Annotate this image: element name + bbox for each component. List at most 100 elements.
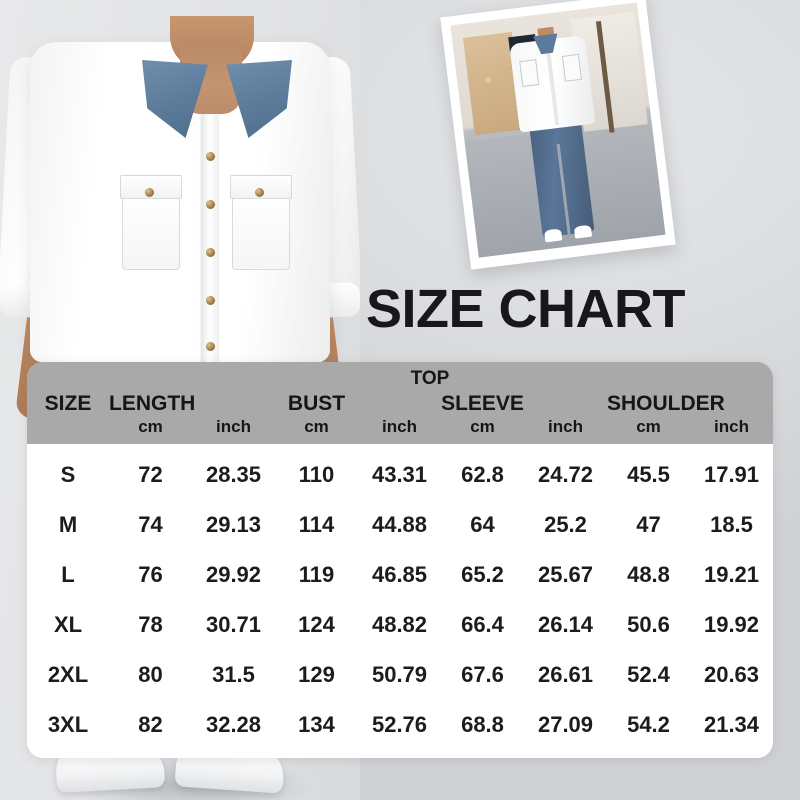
cell-group-bust: 114 44.88: [275, 512, 441, 538]
cell-group-length: 76 29.92: [109, 562, 275, 588]
shirt-button: [206, 296, 215, 305]
size-chart-table: TOP SIZE LENGTH BUST SLEEVE SHOULDER: [27, 362, 773, 758]
cell-group-length: 74 29.13: [109, 512, 275, 538]
cell-bust-cm: 134: [298, 711, 335, 737]
cell-group-shoulder: 48.8 19.21: [607, 562, 773, 588]
cell-length-cm: 82: [138, 711, 163, 737]
cell-group-length: 80 31.5: [109, 662, 275, 688]
unit-bust-inch: inch: [382, 416, 417, 436]
column-header-length: LENGTH: [109, 392, 275, 416]
inset-photo-frame: [440, 0, 676, 270]
cell-bust-inch: 43.31: [371, 461, 428, 487]
cell-shoulder-inch: 21.34: [703, 711, 760, 737]
pocket-flap: [120, 175, 182, 199]
pocket-button: [145, 188, 154, 197]
column-header-sleeve-label: SLEEVE: [441, 391, 524, 415]
cell-group-sleeve: 62.8 24.72: [441, 462, 607, 488]
inset-left-sneaker: [543, 228, 562, 243]
cell-length-inch: 28.35: [205, 461, 262, 487]
cell-group-sleeve: 66.4 26.14: [441, 612, 607, 638]
cell-bust-inch: 46.85: [371, 561, 428, 587]
cell-bust-cm: 114: [298, 511, 335, 537]
shirt-button: [206, 152, 215, 161]
cell-shoulder-inch: 18.5: [710, 511, 753, 537]
cell-length-cm: 74: [138, 511, 163, 537]
pocket-button: [255, 188, 264, 197]
cell-sleeve-cm: 66.4: [461, 611, 504, 637]
table-row: M 74 29.13 114 44.88 64 25.2 47 18.5: [27, 500, 773, 550]
cell-sleeve-cm: 62.8: [461, 461, 504, 487]
cell-group-bust: 129 50.79: [275, 662, 441, 688]
cell-sleeve-inch: 27.09: [537, 711, 594, 737]
cell-shoulder-cm: 52.4: [627, 661, 670, 687]
table-unit-row: cm inch cm inch cm inch cm inch: [27, 416, 773, 437]
unit-group-sleeve: cm inch: [441, 416, 607, 437]
unit-length-inch: inch: [216, 416, 251, 436]
cell-shoulder-cm: 48.8: [627, 561, 670, 587]
cell-group-length: 72 28.35: [109, 462, 275, 488]
cell-group-shoulder: 54.2 21.34: [607, 712, 773, 738]
cell-size: S: [60, 461, 76, 487]
cell-bust-inch: 48.82: [371, 611, 428, 637]
cell-bust-inch: 50.79: [371, 661, 428, 687]
unit-length-cm: cm: [138, 416, 163, 436]
cell-group-bust: 119 46.85: [275, 562, 441, 588]
shirt-button: [206, 248, 215, 257]
shirt-placket: [202, 114, 219, 414]
cell-shoulder-cm: 50.6: [627, 611, 670, 637]
cell-shoulder-cm: 45.5: [627, 461, 670, 487]
column-header-size: SIZE: [44, 391, 92, 415]
cell-bust-cm: 129: [298, 661, 335, 687]
cell-bust-cm: 124: [298, 611, 335, 637]
cell-sleeve-inch: 24.72: [537, 461, 594, 487]
cell-sleeve-inch: 26.61: [537, 661, 594, 687]
cell-group-length: 82 32.28: [109, 712, 275, 738]
cell-shoulder-cm: 47: [636, 511, 661, 537]
cell-length-cm: 78: [138, 611, 163, 637]
cell-group-sleeve: 68.8 27.09: [441, 712, 607, 738]
inset-chest-pocket-left: [519, 59, 540, 87]
column-header-bust-label: BUST: [287, 391, 346, 415]
cell-size: 3XL: [47, 711, 89, 737]
unit-spacer: [27, 426, 109, 427]
table-row: 3XL 82 32.28 134 52.76 68.8 27.09 54.2 2…: [27, 700, 773, 750]
cell-group-shoulder: 47 18.5: [607, 512, 773, 538]
cell-group-shoulder: 50.6 19.92: [607, 612, 773, 638]
cell-length-cm: 76: [138, 561, 163, 587]
table-row: 2XL 80 31.5 129 50.79 67.6 26.61 52.4 20…: [27, 650, 773, 700]
cell-length-inch: 31.5: [212, 661, 255, 687]
cell-bust-inch: 44.88: [371, 511, 428, 537]
unit-sleeve-inch: inch: [548, 416, 583, 436]
table-header: TOP SIZE LENGTH BUST SLEEVE SHOULDER: [27, 362, 773, 444]
table-body: S 72 28.35 110 43.31 62.8 24.72 45.5 17.…: [27, 444, 773, 758]
unit-group-length: cm inch: [109, 416, 275, 437]
cell-length-inch: 32.28: [205, 711, 262, 737]
cell-size: M: [58, 511, 78, 537]
table-category-label: TOP: [410, 368, 450, 389]
cell-sleeve-inch: 25.67: [537, 561, 594, 587]
white-shirt-torso: [30, 16, 330, 414]
cell-size: 2XL: [47, 661, 89, 687]
cell-group-shoulder: 52.4 20.63: [607, 662, 773, 688]
cell-sleeve-inch: 25.2: [544, 511, 587, 537]
cell-group-bust: 134 52.76: [275, 712, 441, 738]
cell-group-sleeve: 65.2 25.67: [441, 562, 607, 588]
unit-shoulder-inch: inch: [714, 416, 749, 436]
cell-shoulder-inch: 17.91: [703, 461, 760, 487]
column-header-shoulder-spacer: [725, 392, 773, 416]
column-header-sleeve: SLEEVE: [441, 392, 607, 416]
shirt-button: [206, 200, 215, 209]
inset-chest-pocket-right: [562, 54, 583, 82]
cell-bust-cm: 119: [298, 561, 335, 587]
column-header-shoulder: SHOULDER: [607, 392, 773, 416]
column-header-bust: BUST: [275, 392, 441, 416]
column-header-length-label: LENGTH: [109, 391, 196, 415]
table-header-row: SIZE LENGTH BUST SLEEVE SHOULDER: [27, 392, 773, 416]
cell-group-bust: 124 48.82: [275, 612, 441, 638]
pocket-flap: [230, 175, 292, 199]
cell-length-inch: 30.71: [205, 611, 262, 637]
cell-shoulder-inch: 19.21: [703, 561, 760, 587]
cell-size: L: [61, 561, 75, 587]
unit-sleeve-cm: cm: [470, 416, 495, 436]
